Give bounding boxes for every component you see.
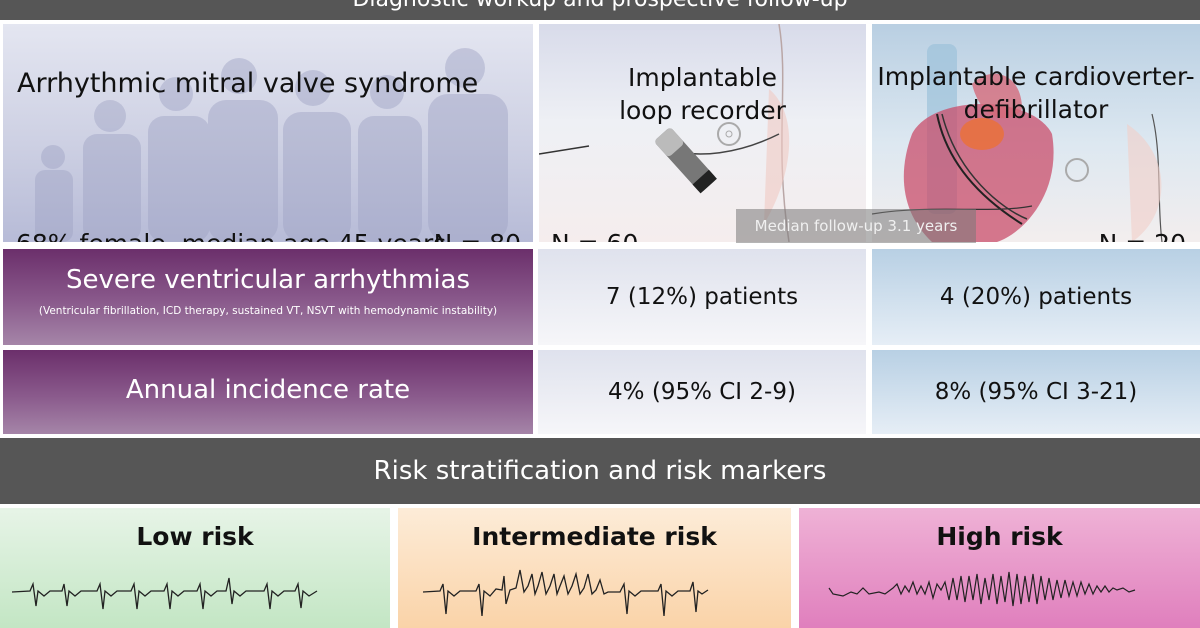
cohort-demographics: 68% female, median age 45 years: [16, 229, 446, 242]
cohort-panel: Arrhythmic mitral valve syndrome 68% fem…: [3, 24, 533, 242]
severe-va-title: Severe ventricular arrhythmias: [65, 265, 471, 295]
annual-incidence-title: Annual incidence rate: [125, 375, 411, 405]
ecg-nsvt-icon: [422, 569, 709, 617]
severe-va-definition: (Ventricular fibrillation, ICD therapy, …: [38, 305, 498, 317]
device-title-ilr: Implantable loop recorder: [619, 63, 786, 125]
followup-banner: Median follow-up 3.1 years: [736, 209, 976, 243]
people-silhouettes-icon: [35, 48, 508, 242]
loop-recorder-panel: Implantable loop recorder N = 60: [539, 24, 866, 242]
annual-incidence-icd-value: 8% (95% CI 3-21): [872, 350, 1200, 434]
cohort-n: N = 80: [434, 229, 521, 242]
annual-incidence-label: Annual incidence rate: [3, 350, 533, 434]
severe-va-ilr-value: 7 (12%) patients: [538, 249, 866, 345]
loop-recorder-illustration-icon: [539, 24, 790, 242]
risk-section-header: Risk stratification and risk markers: [0, 438, 1200, 504]
heart-icd-illustration-icon: [872, 44, 1163, 242]
severe-va-icd-value: 4 (20%) patients: [872, 249, 1200, 345]
risk-panel-high: High risk: [799, 508, 1200, 628]
device-n-ilr: N = 60: [551, 229, 638, 242]
device-n-icd: N = 20: [1099, 229, 1186, 242]
risk-panel-low: Low risk: [0, 508, 390, 628]
header-title: Diagnostic workup and prospective follow…: [352, 0, 847, 12]
risk-panel-intermediate: Intermediate risk: [398, 508, 791, 628]
annual-incidence-ilr-value: 4% (95% CI 2-9): [538, 350, 866, 434]
severe-va-label: Severe ventricular arrhythmias (Ventricu…: [3, 249, 533, 345]
cohort-title: Arrhythmic mitral valve syndrome: [17, 68, 479, 99]
ecg-sinus-rhythm-icon: [11, 577, 318, 610]
risk-label-high: High risk: [936, 522, 1063, 551]
icd-panel: Implantable cardioverter- defibrillator …: [872, 24, 1200, 242]
header-bar: Diagnostic workup and prospective follow…: [0, 0, 1200, 20]
device-title-icd: Implantable cardioverter- defibrillator: [877, 62, 1195, 124]
risk-label-intermediate: Intermediate risk: [472, 522, 717, 551]
risk-label-low: Low risk: [136, 522, 254, 551]
ecg-ventricular-fibrillation-icon: [828, 571, 1136, 607]
